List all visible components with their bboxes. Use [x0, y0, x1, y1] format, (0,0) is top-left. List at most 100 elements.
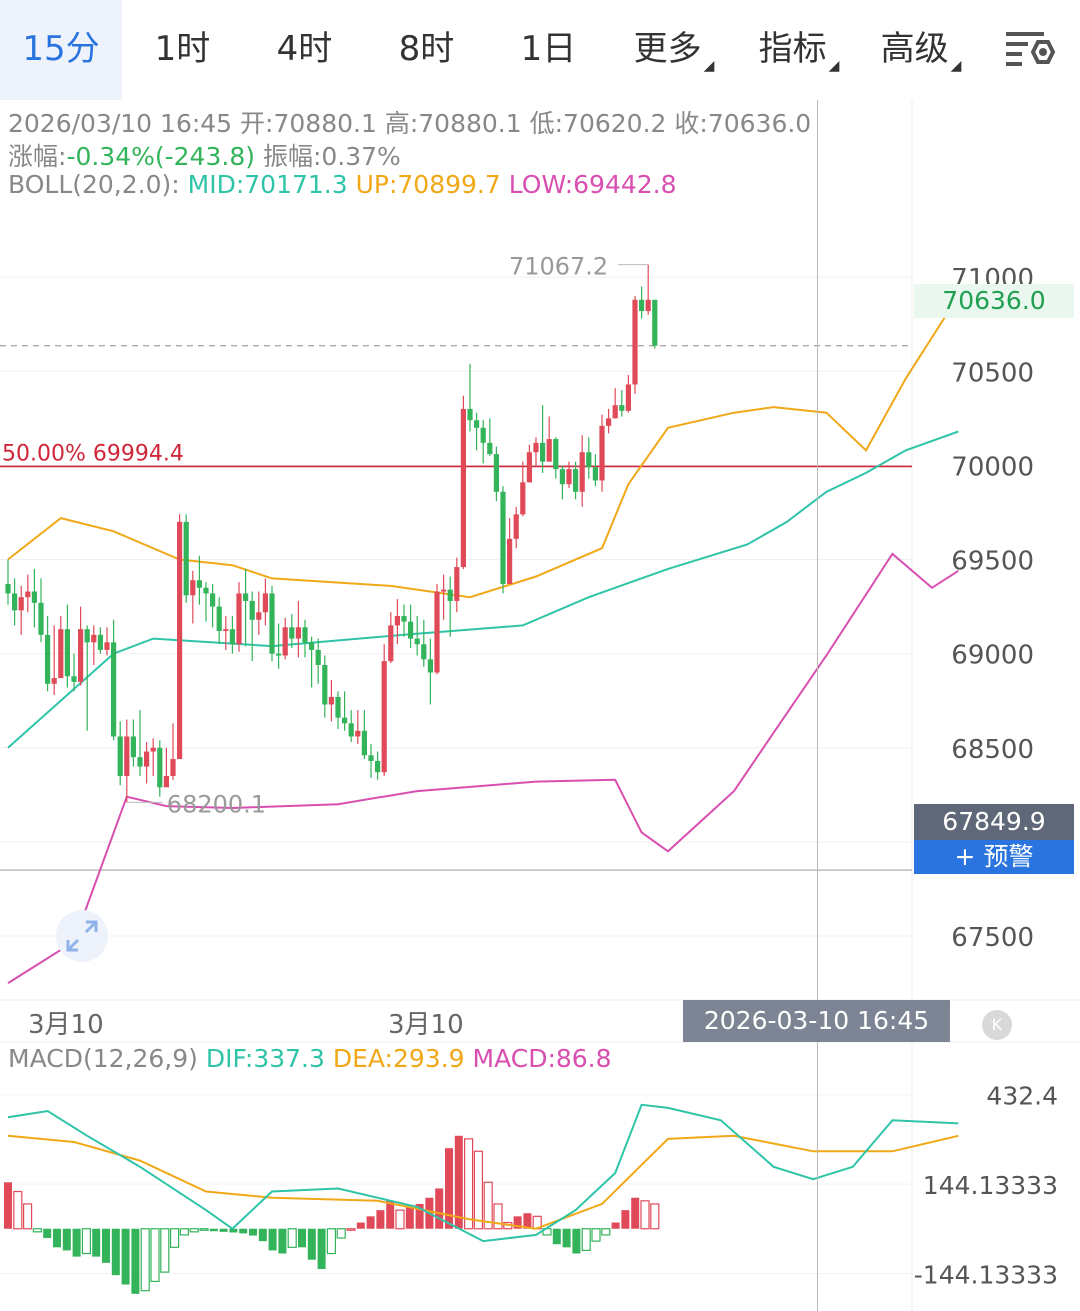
macd-histogram-bar [72, 1228, 81, 1257]
candle-body [12, 593, 18, 611]
boll-name: BOLL(20,2.0): [8, 170, 180, 199]
price-axis-label: 70000 [951, 452, 1034, 482]
candle-body [309, 642, 315, 650]
candle-body [58, 629, 64, 679]
candle-body [269, 593, 275, 654]
candle-body [520, 482, 526, 515]
candle-body [256, 612, 262, 620]
macd-histogram-bar [435, 1188, 444, 1229]
macd-histogram-bar [53, 1228, 61, 1248]
tab-advanced[interactable]: 高级 ◢ [862, 0, 980, 100]
macd-histogram-bar [92, 1228, 101, 1257]
change-row: 涨幅:-0.34%(-243.8) 振幅:0.37% [8, 137, 401, 173]
candle-body [361, 730, 367, 756]
candle-body [566, 469, 572, 485]
candle-body [144, 751, 150, 767]
candle-body [25, 591, 31, 598]
current-price-tag: 70636.0 [914, 284, 1074, 318]
tab-more-label: 更多 [633, 29, 702, 69]
price-axis-label: 67500 [951, 923, 1034, 953]
boll-mid-value: MID:70171.3 [187, 170, 348, 199]
candle-body [315, 649, 321, 665]
open-value: 70880.1 [273, 109, 377, 138]
candle-body [533, 442, 539, 453]
candle-body [91, 634, 97, 643]
candle-body [289, 627, 295, 639]
k-collapse-icon[interactable]: K [982, 1010, 1012, 1040]
close-value: 70636.0 [707, 109, 812, 138]
ohlc-datetime: 2026/03/10 16:45 [8, 109, 233, 138]
price-alert-button[interactable]: + 预警 [914, 840, 1074, 874]
candle-body [196, 580, 202, 588]
chart-settings-icon[interactable] [1000, 26, 1060, 74]
candle-body [652, 299, 658, 346]
candle-body [236, 593, 242, 645]
crosshair-vertical-line [817, 100, 818, 1311]
macd-histogram-bar [346, 1228, 356, 1231]
candle-body [427, 659, 433, 673]
macd-histogram-bar [445, 1148, 453, 1229]
macd-histogram-bar [415, 1203, 424, 1229]
boll-upper-line [7, 295, 960, 599]
open-label: 开: [240, 109, 274, 138]
macd-histogram-bar [473, 1150, 483, 1230]
macd-histogram-bar [32, 1228, 43, 1233]
crosshair-price-tag: 67849.9 [914, 804, 1074, 840]
macd-histogram-bar [513, 1216, 522, 1229]
x-axis-label-1: 3月10 [28, 1010, 104, 1040]
candle-body [71, 676, 77, 682]
macd-histogram-bar [552, 1228, 561, 1245]
high-label: 高: [384, 109, 419, 138]
tab-8h[interactable]: 8时 [398, 29, 455, 69]
macd-histogram-bar [287, 1228, 297, 1248]
high-price-label: 71067.2 [509, 253, 608, 281]
tab-1h[interactable]: 1时 [154, 29, 211, 69]
macd-histogram-bar [23, 1203, 33, 1230]
candle-body [150, 747, 156, 752]
expand-icon[interactable] [56, 910, 108, 962]
macd-histogram-bar [150, 1228, 160, 1283]
candle-body [328, 696, 334, 705]
candle-body [137, 757, 143, 767]
candle-body [493, 454, 499, 492]
candle-body [513, 514, 519, 539]
macd-histogram-bar [278, 1228, 287, 1254]
tab-1d[interactable]: 1日 [520, 29, 577, 69]
macd-histogram-bar [160, 1228, 170, 1273]
macd-histogram-bar [572, 1228, 581, 1254]
boll-mid-line [7, 430, 959, 749]
candle-body [5, 584, 11, 594]
candle-body [45, 634, 51, 684]
tab-15m[interactable]: 15分 [0, 0, 122, 100]
amplitude-value: 0.37% [321, 142, 401, 171]
macd-histogram-bar [239, 1228, 248, 1234]
candle-body [117, 736, 123, 776]
candle-body [447, 589, 453, 601]
candle-body [381, 661, 387, 773]
tab-indicators[interactable]: 指标 ◢ [740, 0, 858, 100]
candle-body [639, 299, 645, 312]
macd-histogram-bar [356, 1222, 365, 1229]
macd-histogram-bar [464, 1138, 474, 1230]
candle-body [612, 405, 618, 419]
candle-body [31, 591, 37, 603]
candle-body [210, 593, 216, 607]
change-label: 涨幅: [8, 142, 67, 171]
amplitude-label: 振幅: [262, 142, 322, 171]
macd-histogram-bar [326, 1228, 336, 1255]
boll-lower-line [7, 552, 959, 984]
macd-histogram-bar [170, 1228, 180, 1248]
candle-body [97, 634, 103, 650]
price-axis-label: 69500 [951, 547, 1034, 577]
candle-body [355, 730, 361, 737]
candle-body [282, 627, 288, 656]
macd-histogram-bar [376, 1210, 385, 1229]
candle-body [500, 491, 506, 584]
macd-histogram-bar [131, 1228, 140, 1294]
tab-4h[interactable]: 4时 [276, 29, 333, 69]
macd-histogram-bar [298, 1228, 306, 1248]
macd-axis-label: 144.13333 [923, 1171, 1058, 1200]
tab-more[interactable]: 更多 ◢ [615, 0, 733, 100]
candle-body [586, 452, 592, 468]
